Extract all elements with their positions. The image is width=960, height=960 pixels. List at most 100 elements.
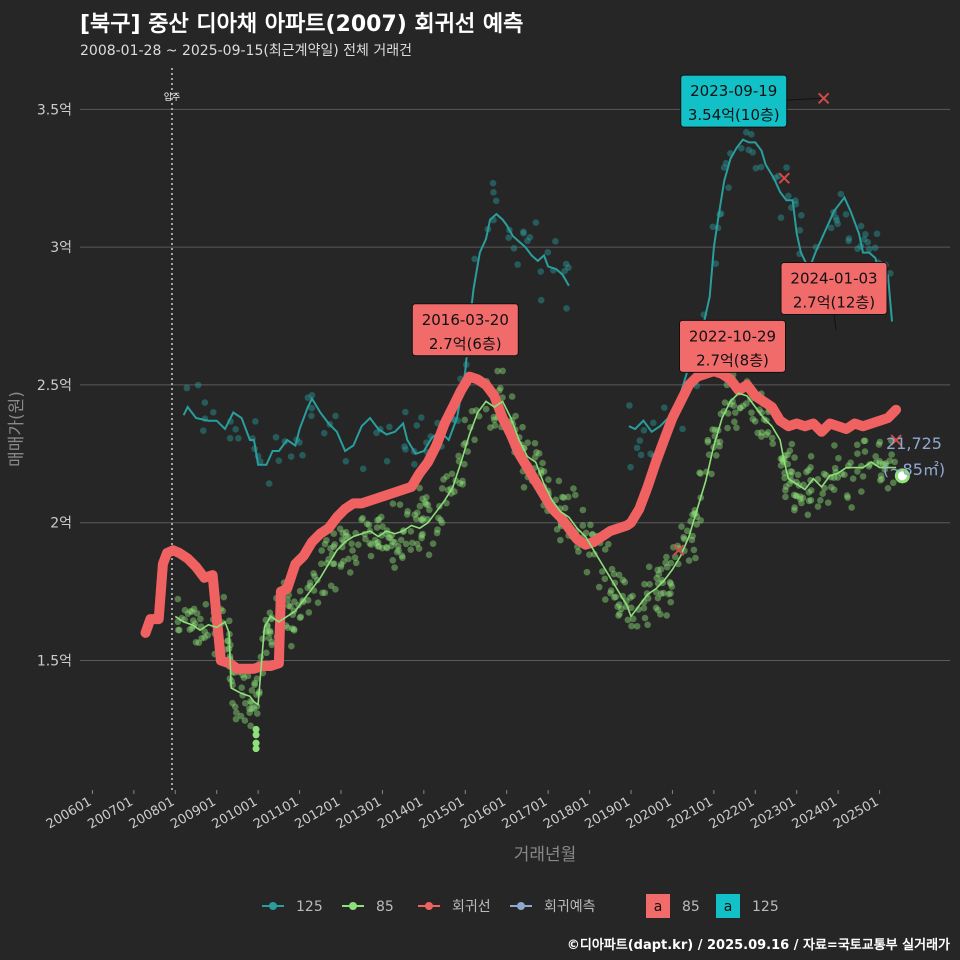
scatter-point-85 xyxy=(848,504,855,511)
scatter-point-85 xyxy=(487,424,494,431)
scatter-point-85 xyxy=(419,515,427,522)
scatter-point-85 xyxy=(379,523,386,530)
scatter-point-85 xyxy=(297,613,305,621)
scatter-point-85 xyxy=(414,509,421,517)
legend-label: 85 xyxy=(376,899,394,915)
scatter-point-125 xyxy=(299,451,306,459)
scatter-point-85 xyxy=(736,404,744,412)
x-tick-label: 201301 xyxy=(334,794,384,832)
scatter-point-85 xyxy=(375,543,383,550)
scatter-point-85 xyxy=(314,599,322,606)
scatter-point-85 xyxy=(241,717,249,724)
scatter-point-85 xyxy=(438,519,446,526)
scatter-point-85 xyxy=(758,429,766,436)
scatter-point-85 xyxy=(655,570,663,578)
scatter-point-85 xyxy=(408,539,416,547)
y-tick-label: 2억 xyxy=(50,516,72,532)
scatter-point-85 xyxy=(396,501,404,508)
scatter-point-85 xyxy=(768,434,776,442)
scatter-point-85 xyxy=(749,415,757,423)
scatter-point-85 xyxy=(820,470,828,478)
scatter-point-85 xyxy=(618,605,625,613)
scatter-point-125 xyxy=(411,461,418,468)
scatter-point-125 xyxy=(864,239,872,246)
scatter-point-85 xyxy=(561,504,569,512)
scatter-point-85 xyxy=(340,557,347,565)
x-tick-label: 202401 xyxy=(790,794,840,832)
scatter-point-85 xyxy=(290,625,298,633)
scatter-point-125 xyxy=(745,146,752,154)
series-125-line xyxy=(182,212,570,466)
scatter-point-85 xyxy=(346,569,354,576)
scatter-point-85 xyxy=(605,540,612,548)
scatter-point-125 xyxy=(308,392,316,399)
scatter-point-85 xyxy=(572,491,579,499)
scatter-point-85 xyxy=(884,485,892,492)
scatter-point-85 xyxy=(421,499,429,506)
scatter-point-85 xyxy=(689,511,696,519)
scatter-point-125 xyxy=(544,248,552,256)
scatter-point-85 xyxy=(633,622,641,630)
scatter-point-85 xyxy=(240,674,248,681)
scatter-point-85 xyxy=(843,492,851,499)
scatter-point-85 xyxy=(351,554,359,561)
scatter-point-85 xyxy=(374,539,382,546)
scatter-point-85 xyxy=(373,540,380,547)
callout-box xyxy=(780,261,888,315)
scatter-point-85 xyxy=(601,546,609,553)
scatter-point-85 xyxy=(246,709,253,716)
scatter-point-85 xyxy=(804,511,812,519)
scatter-point-85 xyxy=(188,625,196,632)
scatter-point-85 xyxy=(587,521,594,529)
scatter-point-85 xyxy=(645,563,653,571)
scatter-point-85 xyxy=(709,426,716,433)
scatter-point-125 xyxy=(660,404,668,411)
scatter-point-85 xyxy=(332,586,339,593)
scatter-point-85 xyxy=(371,536,379,544)
forecast-area: (~85㎡) xyxy=(883,460,945,479)
scatter-point-85 xyxy=(624,616,632,624)
scatter-point-85 xyxy=(175,626,183,634)
scatter-point-85 xyxy=(555,477,563,485)
scatter-point-85 xyxy=(821,484,828,492)
scatter-point-125 xyxy=(505,234,512,241)
scatter-point-85 xyxy=(629,615,637,623)
scatter-point-85 xyxy=(805,466,812,474)
scatter-point-85 xyxy=(875,441,883,448)
scatter-point-85 xyxy=(667,559,675,567)
scatter-point-85 xyxy=(253,710,261,717)
scatter-point-125 xyxy=(226,434,234,442)
scatter-point-85 xyxy=(263,649,270,657)
scatter-point-125 xyxy=(401,443,408,450)
x-tick-label: 202501 xyxy=(831,794,881,832)
scatter-point-85 xyxy=(202,601,210,608)
scatter-point-125 xyxy=(832,214,840,221)
scatter-point-85 xyxy=(824,499,832,506)
forecast-value: 21,725 xyxy=(886,434,942,453)
scatter-point-85 xyxy=(264,628,272,635)
scatter-point-125 xyxy=(308,412,315,420)
scatter-point-85 xyxy=(248,705,256,712)
scatter-point-85 xyxy=(229,699,236,707)
scatter-point-85 xyxy=(190,605,198,613)
scatter-point-125 xyxy=(650,419,657,427)
scatter-point-125 xyxy=(860,236,868,243)
scatter-point-85 xyxy=(732,409,739,416)
legend-label: 회귀선 xyxy=(452,899,491,915)
scatter-point-85 xyxy=(468,407,476,415)
scatter-point-85 xyxy=(494,367,501,375)
scatter-point-85 xyxy=(799,494,807,502)
scatter-point-85 xyxy=(266,609,274,617)
scatter-point-85 xyxy=(491,416,498,424)
scatter-point-85 xyxy=(524,439,531,446)
x-tick-label: 201601 xyxy=(458,794,508,832)
legend-label-box xyxy=(646,894,670,918)
scatter-point-85 xyxy=(355,541,362,548)
scatter-point-85 xyxy=(331,541,339,548)
scatter-point-125 xyxy=(563,305,570,312)
x-tick-label: 202201 xyxy=(707,794,757,832)
scatter-point-85 xyxy=(330,543,338,550)
callout-date: 2024-01-03 xyxy=(790,269,877,287)
scatter-point-85 xyxy=(644,621,651,629)
scatter-point-85 xyxy=(190,617,197,624)
